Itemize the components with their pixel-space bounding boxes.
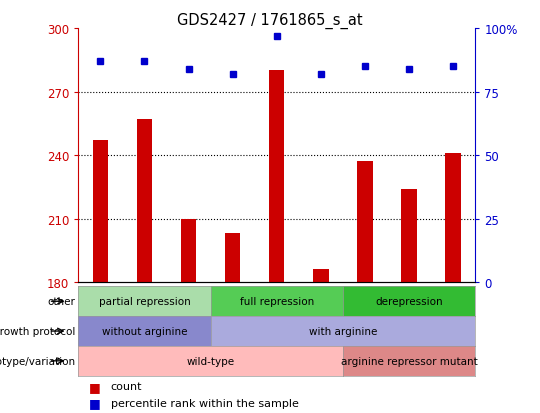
Text: with arginine: with arginine (309, 326, 377, 336)
Bar (181, 219, 196, 282)
Bar (93, 141, 108, 282)
Bar (313, 270, 328, 282)
Text: count: count (111, 381, 142, 391)
Text: genotype/variation: genotype/variation (0, 356, 76, 366)
Bar (446, 154, 461, 282)
Text: GDS2427 / 1761865_s_at: GDS2427 / 1761865_s_at (177, 12, 363, 28)
Text: percentile rank within the sample: percentile rank within the sample (111, 398, 299, 408)
Bar (401, 190, 417, 282)
Bar (269, 71, 285, 282)
Text: without arginine: without arginine (102, 326, 187, 336)
Text: other: other (48, 297, 76, 306)
Text: partial repression: partial repression (99, 297, 190, 306)
Text: ■: ■ (89, 380, 101, 393)
Text: derepression: derepression (375, 297, 443, 306)
Text: arginine repressor mutant: arginine repressor mutant (341, 356, 477, 366)
Text: wild-type: wild-type (186, 356, 235, 366)
Bar (357, 162, 373, 282)
Bar (137, 120, 152, 282)
Bar (225, 234, 240, 282)
Text: full repression: full repression (240, 297, 314, 306)
Text: ■: ■ (89, 396, 101, 409)
Text: growth protocol: growth protocol (0, 326, 76, 336)
